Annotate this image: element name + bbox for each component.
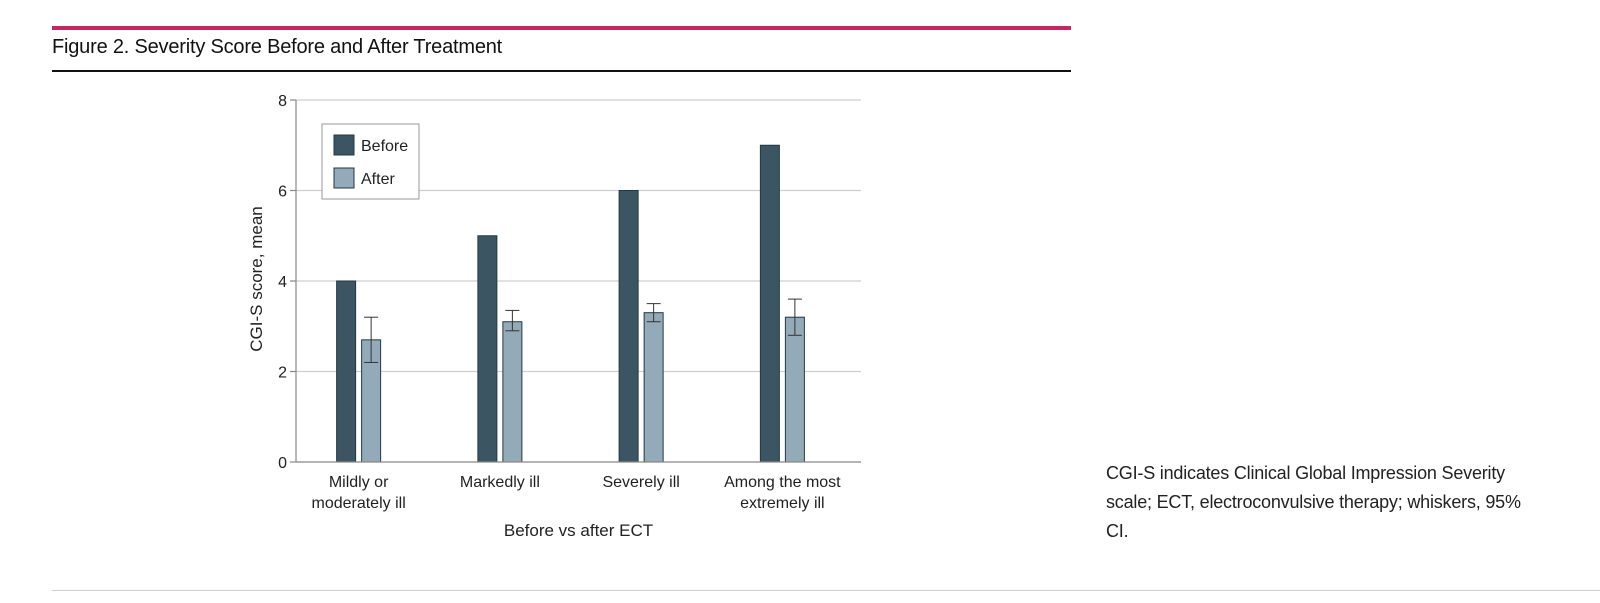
bar-after <box>784 316 805 463</box>
bar-before <box>618 190 639 463</box>
legend-swatch-after <box>333 167 355 189</box>
bar-before <box>336 280 357 463</box>
bar-after <box>502 321 523 463</box>
bar-before <box>477 235 498 463</box>
bars <box>336 144 805 463</box>
y-axis-label: CGI-S score, mean <box>247 206 266 352</box>
legend-label-after: After <box>361 171 395 188</box>
y-tick-label: 0 <box>278 455 287 472</box>
figure-title: Figure 2. Severity Score Before and Afte… <box>52 36 503 58</box>
x-tick-label: Severely ill <box>602 474 679 491</box>
legend-swatch-before <box>333 134 355 156</box>
y-tick-label: 2 <box>278 365 287 382</box>
y-tick-label: 4 <box>278 274 287 291</box>
bar-before <box>759 144 780 463</box>
x-tick-label: Markedly ill <box>460 474 540 491</box>
x-axis-label: Before vs after ECT <box>504 521 653 540</box>
x-axis-tick-labels: Mildly or moderately ill Markedly ill Sever… <box>311 474 841 512</box>
accent-rule <box>52 26 1071 30</box>
bottom-rule <box>52 590 1600 591</box>
title-rule <box>52 70 1071 72</box>
y-tick-label: 8 <box>278 93 287 110</box>
y-tick-label: 6 <box>278 184 287 201</box>
bar-after <box>643 312 664 463</box>
y-axis-ticks: 0 2 4 6 8 <box>278 93 296 472</box>
figure-caption: CGI-S indicates Clinical Global Impressi… <box>1106 463 1521 541</box>
legend-label-before: Before <box>361 138 408 155</box>
x-tick-label: Mildly or moderately ill <box>311 474 405 512</box>
legend: Before After <box>321 123 420 200</box>
x-tick-label: Among the most extremely ill <box>724 474 841 512</box>
error-whiskers <box>364 298 802 363</box>
